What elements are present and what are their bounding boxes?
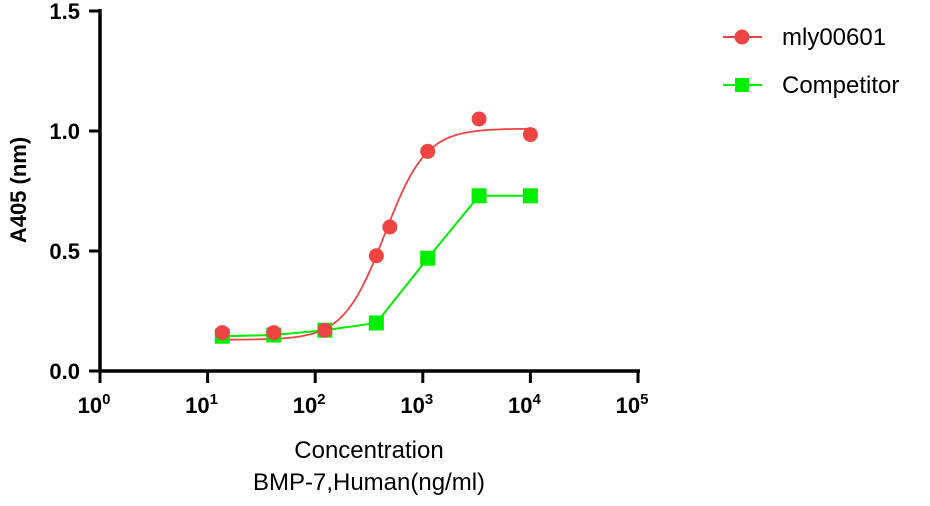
- x-tick-exponent: 0: [102, 391, 110, 408]
- data-points: [214, 111, 538, 344]
- x-axis-label-line2: BMP-7,Human(ng/ml): [253, 469, 485, 496]
- y-ticks: 0.0 0.5 1.0 1.5: [49, 0, 100, 384]
- legend-marker-square: [735, 78, 749, 92]
- series-lines: [219, 127, 531, 341]
- x-tick-label: 103: [400, 391, 433, 418]
- x-tick-label: 100: [78, 391, 111, 418]
- point-mly00601: [522, 127, 538, 143]
- x-tick-base: 10: [78, 393, 102, 418]
- x-tick-base: 10: [293, 393, 317, 418]
- x-tick-exponent: 2: [317, 391, 325, 408]
- point-mly00601: [317, 322, 333, 338]
- y-tick-label: 1.5: [49, 0, 80, 24]
- y-tick-label: 1.0: [49, 119, 80, 144]
- x-tick-base: 10: [185, 393, 209, 418]
- legend-marker-circle: [734, 29, 750, 45]
- legend-label-competitor: Competitor: [782, 72, 899, 99]
- point-competitor: [368, 315, 384, 331]
- point-mly00601: [382, 219, 398, 235]
- point-competitor: [420, 250, 436, 266]
- y-tick-label: 0.5: [49, 239, 80, 264]
- x-tick-label: 102: [293, 391, 326, 418]
- x-tick-exponent: 4: [532, 391, 541, 408]
- point-mly00601: [420, 143, 436, 159]
- y-tick-label: 0.0: [49, 359, 80, 384]
- x-tick-label: 104: [508, 391, 541, 418]
- line-competitor: [222, 194, 531, 338]
- x-tick-base: 10: [400, 393, 424, 418]
- legend-item-competitor: Competitor: [723, 72, 899, 99]
- fit-curve-mly00601: [219, 127, 530, 341]
- x-axis-label-line1: Concentration: [294, 437, 443, 464]
- x-tick-exponent: 1: [210, 391, 218, 408]
- legend-label-mly00601: mly00601: [782, 24, 886, 51]
- x-tick-label: 105: [616, 391, 649, 418]
- y-axis-label: A405 (nm): [6, 137, 31, 243]
- axes: [98, 9, 640, 373]
- x-tick-exponent: 3: [425, 391, 433, 408]
- point-mly00601: [214, 325, 230, 341]
- point-mly00601: [368, 248, 384, 264]
- point-mly00601: [266, 325, 282, 341]
- x-tick-base: 10: [616, 393, 640, 418]
- legend-item-mly00601: mly00601: [723, 24, 886, 51]
- x-tick-base: 10: [508, 393, 532, 418]
- x-ticks: 100 101 102 103 104 105: [78, 371, 649, 418]
- legend: mly00601 Competitor: [723, 24, 899, 99]
- x-tick-exponent: 5: [640, 391, 648, 408]
- point-mly00601: [471, 111, 487, 127]
- x-tick-label: 101: [185, 391, 218, 418]
- point-competitor: [471, 188, 487, 204]
- point-competitor: [522, 188, 538, 204]
